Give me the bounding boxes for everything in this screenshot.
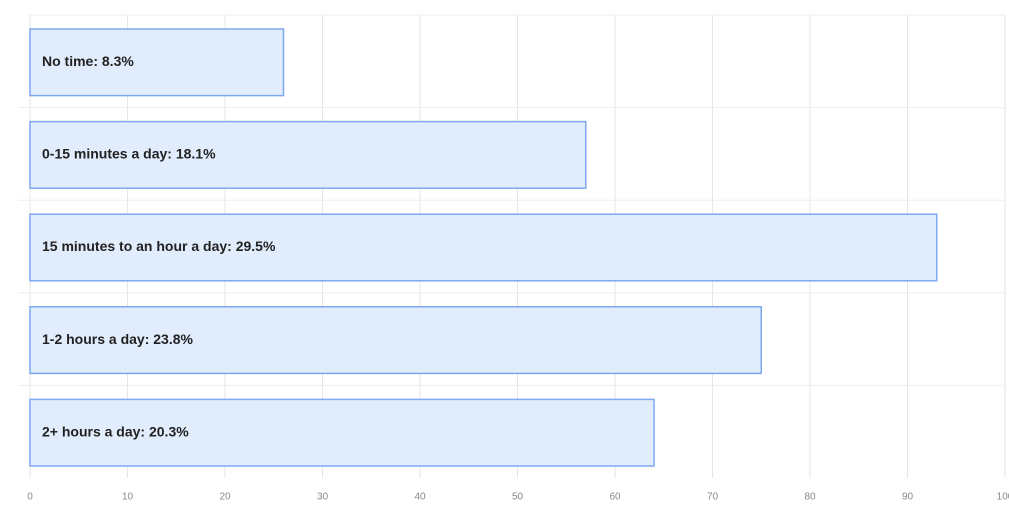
bar-label: 15 minutes to an hour a day: 29.5% (42, 238, 276, 254)
bar (29, 28, 285, 97)
x-tick-label: 0 (27, 492, 33, 503)
bar (29, 306, 762, 375)
x-tick-label: 20 (219, 492, 231, 503)
x-tick-label: 40 (414, 492, 426, 503)
x-tick-label: 60 (609, 492, 621, 503)
x-tick-label: 100 (997, 492, 1009, 503)
x-tick-label: 90 (902, 492, 914, 503)
x-tick-label: 70 (707, 492, 719, 503)
bar (29, 120, 587, 189)
bar-label: No time: 8.3% (42, 53, 134, 69)
x-tick-label: 50 (512, 492, 524, 503)
x-tick-label: 30 (317, 492, 329, 503)
bar-label: 0-15 minutes a day: 18.1% (42, 146, 216, 162)
bar (29, 398, 655, 467)
bar-label: 1-2 hours a day: 23.8% (42, 331, 194, 347)
bar (29, 213, 938, 282)
x-tick-label: 10 (122, 492, 134, 503)
bar-label: 2+ hours a day: 20.3% (42, 423, 189, 439)
x-tick-label: 80 (804, 492, 816, 503)
